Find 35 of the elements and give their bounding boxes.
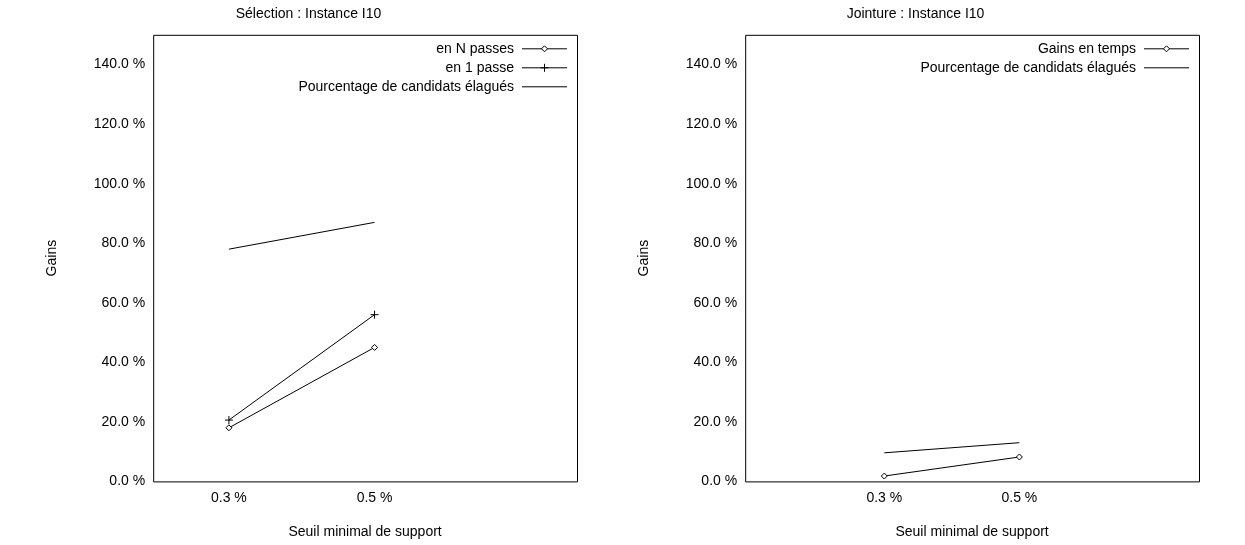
x-tick-label: 0.5 % (1001, 488, 1038, 505)
y-tick-label: 120.0 % (93, 114, 146, 131)
x-tick-label: 0.3 % (211, 488, 247, 505)
y-tick-label: 80.0 % (101, 234, 146, 251)
y-tick-label: 120.0 % (685, 114, 738, 131)
y-tick-label: 20.0 % (101, 412, 146, 429)
y-tick-label: 60.0 % (101, 293, 146, 310)
x-tick-label: 0.3 % (866, 488, 903, 505)
y-tick-label: 40.0 % (101, 353, 146, 370)
chart-title: Sélection : Instance I10 (235, 5, 382, 22)
y-tick-label: 140.0 % (685, 55, 738, 72)
x-axis-title: Seuil minimal de support (288, 523, 442, 540)
y-tick-label: 80.0 % (693, 234, 738, 251)
point (371, 343, 379, 351)
legend-label: en N passes (436, 39, 514, 56)
legend-label: Pourcentage de candidats élagués (298, 77, 514, 94)
y-tick-label: 100.0 % (685, 174, 738, 191)
point (225, 424, 233, 432)
y-tick-label: 20.0 % (693, 412, 738, 429)
x-tick-label: 0.5 % (356, 488, 393, 505)
x-axis-title: Seuil minimal de support (895, 523, 1049, 540)
legend-label: Gains en temps (1037, 39, 1136, 56)
y-tick-label: 40.0 % (693, 353, 738, 370)
y-tick-label: 60.0 % (693, 293, 738, 310)
y-tick-label: 140.0 % (93, 55, 146, 72)
y-tick-label: 0.0 % (109, 472, 146, 489)
legend-label: Pourcentage de candidats élagués (920, 58, 1136, 75)
chart-title: Jointure : Instance I10 (846, 5, 985, 22)
point (370, 310, 380, 320)
legend-label: en 1 passe (445, 58, 515, 75)
y-tick-label: 100.0 % (93, 174, 146, 191)
point (224, 415, 234, 425)
y-tick-label: 0.0 % (701, 472, 738, 489)
y-axis-title: Gains (635, 239, 652, 277)
y-axis-title: Gains (43, 239, 60, 277)
